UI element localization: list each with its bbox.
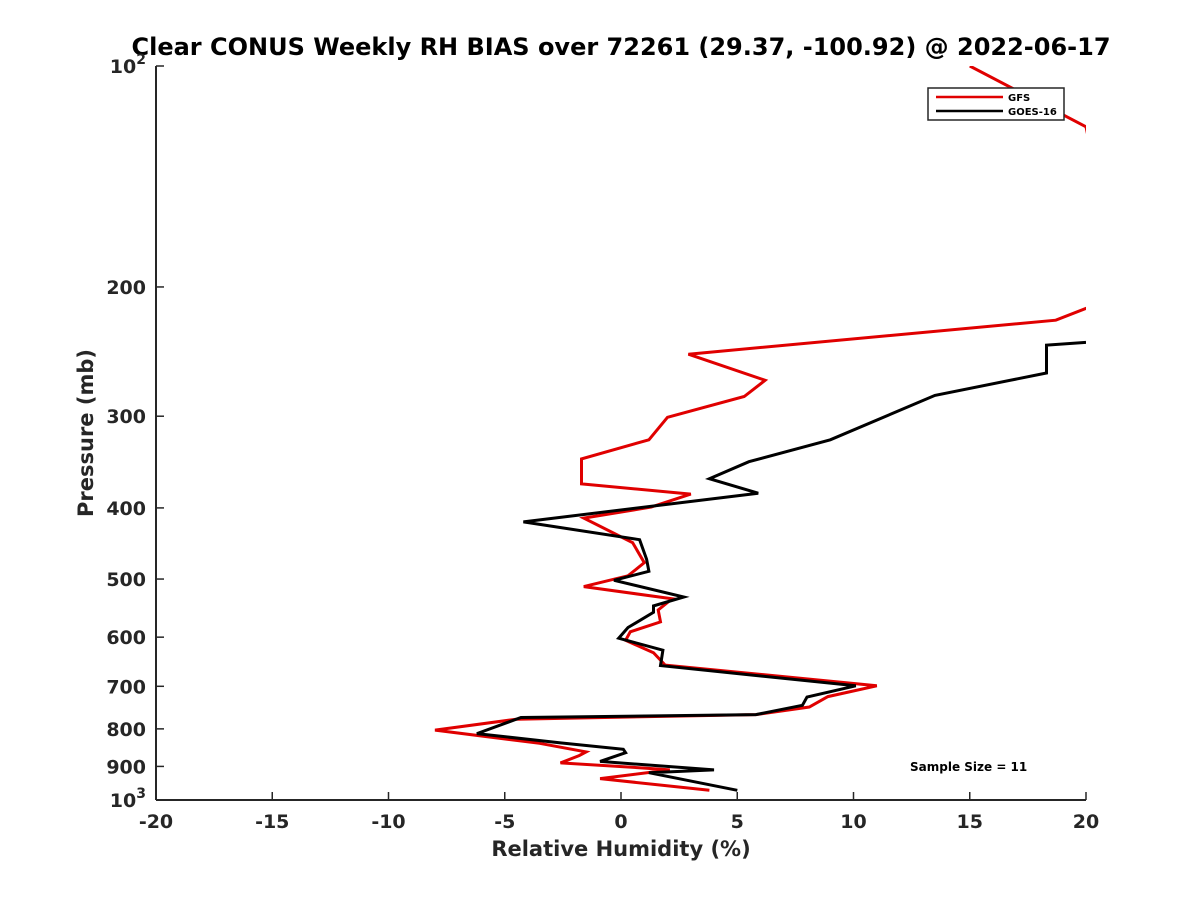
x-tick-label: -10 bbox=[371, 811, 405, 833]
y-tick-label: 500 bbox=[106, 569, 146, 591]
y-tick-label: 200 bbox=[106, 277, 146, 299]
x-tick-label: 10 bbox=[840, 811, 866, 833]
x-tick-label: -15 bbox=[255, 811, 289, 833]
y-tick-label: 103 bbox=[110, 786, 146, 812]
y-tick-label: 400 bbox=[106, 498, 146, 520]
legend-box bbox=[927, 87, 1065, 121]
x-tick-label: 5 bbox=[731, 811, 744, 833]
legend-label-goes16: GOES-16 bbox=[1008, 107, 1057, 118]
series-line-0 bbox=[434, 66, 1086, 792]
axes bbox=[155, 66, 1086, 801]
x-ticks: -20 -15 -10 -5 0 5 10 15 20 bbox=[139, 792, 1099, 833]
y-tick-label: 102 bbox=[110, 52, 146, 78]
legend: GFS GOES-16 bbox=[927, 87, 1065, 121]
x-tick-label: 15 bbox=[957, 811, 983, 833]
series-line-1 bbox=[476, 340, 1086, 792]
legend-label-gfs: GFS bbox=[1008, 93, 1030, 104]
y-tick-label: 300 bbox=[106, 406, 146, 428]
x-tick-label: -5 bbox=[494, 811, 515, 833]
y-tick-label: 800 bbox=[106, 719, 146, 741]
x-tick-label: 20 bbox=[1073, 811, 1099, 833]
y-ticks: 102 200 300 400 500 600 700 800 900 103 bbox=[106, 52, 164, 812]
y-tick-label: 900 bbox=[106, 756, 146, 778]
y-axis-label: Pressure (mb) bbox=[74, 349, 98, 517]
x-axis-label: Relative Humidity (%) bbox=[491, 837, 750, 861]
y-tick-label: 600 bbox=[106, 627, 146, 649]
sample-size-annotation: Sample Size = 11 bbox=[910, 760, 1027, 774]
chart-title: Clear CONUS Weekly RH BIAS over 72261 (2… bbox=[131, 33, 1110, 61]
series-layer bbox=[434, 66, 1086, 792]
y-tick-label: 700 bbox=[106, 676, 146, 698]
x-tick-label: 0 bbox=[614, 811, 627, 833]
x-tick-label: -20 bbox=[139, 811, 173, 833]
